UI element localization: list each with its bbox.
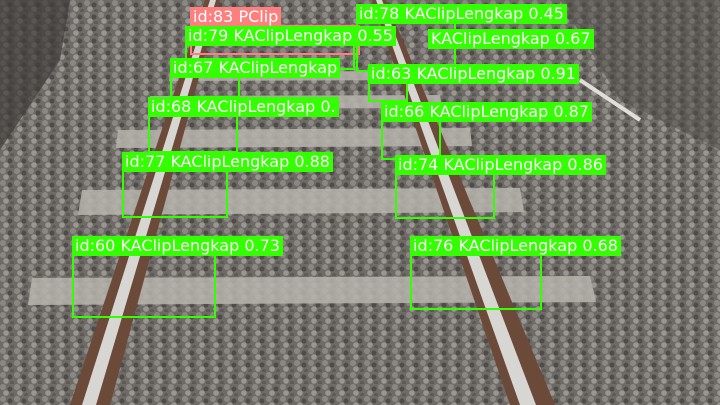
detection-label: id:60 KAClipLengkap 0.73	[72, 236, 283, 256]
detection-label: KAClipLengkap 0.67	[428, 29, 594, 49]
detection-label: id:76 KAClipLengkap 0.68	[410, 236, 621, 256]
detection-box-77: id:77 KAClipLengkap 0.88	[122, 152, 333, 218]
detection-box-68: id:68 KAClipLengkap 0.	[148, 97, 339, 153]
detection-label: id:79 KAClipLengkap 0.55	[185, 26, 396, 46]
detection-box-partial: KAClipLengkap 0.67	[428, 29, 594, 69]
detection-box-66: id:66 KAClipLengkap 0.87	[381, 102, 592, 160]
detection-label: id:83 PClip	[190, 7, 282, 27]
detection-box-74: id:74 KAClipLengkap 0.86	[395, 155, 606, 219]
detection-label: id:67 KAClipLengkap	[170, 58, 341, 78]
detection-label: id:68 KAClipLengkap 0.	[148, 97, 339, 117]
detection-label: id:78 KAClipLengkap 0.45	[356, 4, 567, 24]
detection-box-67: id:67 KAClipLengkap	[170, 58, 341, 98]
right-rail	[372, 0, 555, 405]
detection-label: id:74 KAClipLengkap 0.86	[395, 155, 606, 175]
detection-label: id:63 KAClipLengkap 0.91	[368, 64, 579, 84]
detection-box-79: id:79 KAClipLengkap 0.55	[185, 26, 396, 70]
detection-box-63: id:63 KAClipLengkap 0.91	[368, 64, 579, 102]
detection-label: id:77 KAClipLengkap 0.88	[122, 152, 333, 172]
detection-label: id:66 KAClipLengkap 0.87	[381, 102, 592, 122]
detection-box-60: id:60 KAClipLengkap 0.73	[72, 236, 283, 318]
detection-box-76: id:76 KAClipLengkap 0.68	[410, 236, 621, 310]
